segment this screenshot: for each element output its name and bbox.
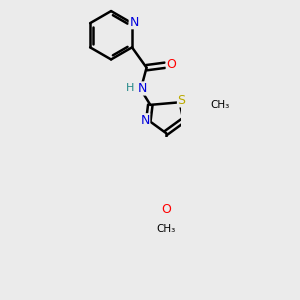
Text: O: O (166, 58, 176, 71)
Text: O: O (161, 203, 171, 216)
Text: S: S (178, 94, 185, 107)
Text: N: N (140, 114, 150, 127)
Text: N: N (138, 82, 147, 95)
Text: CH₃: CH₃ (211, 100, 230, 110)
Text: CH₃: CH₃ (156, 224, 176, 234)
Text: N: N (129, 16, 139, 29)
Text: H: H (126, 83, 134, 94)
